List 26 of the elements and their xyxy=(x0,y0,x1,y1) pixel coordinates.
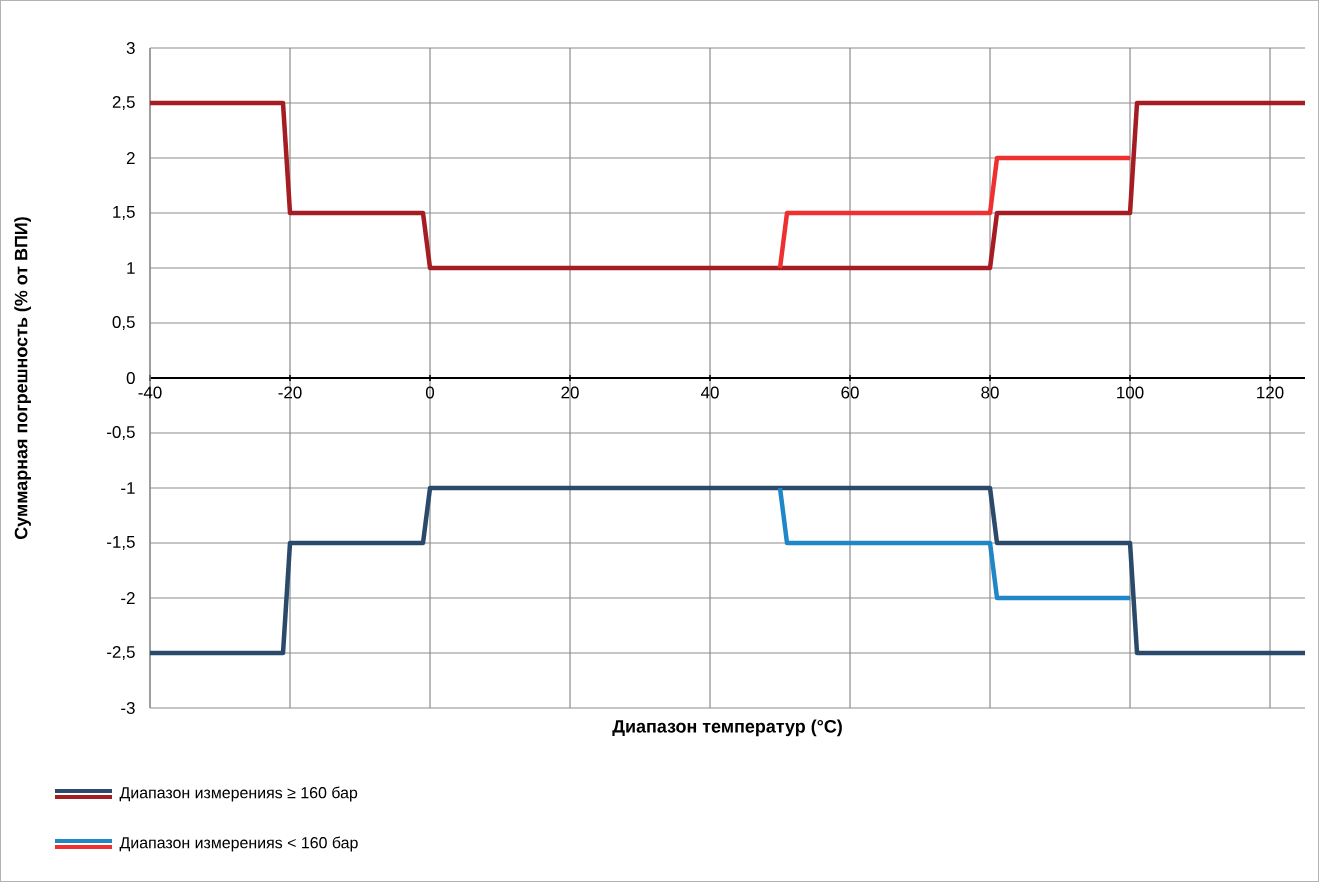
x-tick-label: 100 xyxy=(1117,386,1144,399)
x-tick-label: 80 xyxy=(981,386,999,399)
x-axis-title: Диапазон температур (°C) xyxy=(612,719,842,737)
y-tick-label: -2,5 xyxy=(107,646,135,660)
x-tick-label: 60 xyxy=(841,386,859,399)
legend-label: Диапазон измеренияs < 160 бар xyxy=(119,836,358,852)
x-tick-label: 40 xyxy=(700,386,719,399)
legend-label: Диапазон измеренияs ≥ 160 бар xyxy=(119,786,358,802)
y-tick-label: 3 xyxy=(126,41,135,54)
y-tick-label: -1 xyxy=(121,482,135,494)
x-tick-label: 120 xyxy=(1257,386,1284,399)
x-tick-label: 20 xyxy=(561,386,579,399)
y-tick-label: 1,5 xyxy=(113,206,135,220)
y-tick-label: -0,5 xyxy=(107,425,135,440)
y-axis-title: Суммарная погрешность (% от ВПИ) xyxy=(14,217,31,539)
x-tick-label: 0 xyxy=(425,386,435,399)
x-tick-label: -40 xyxy=(138,386,162,399)
y-tick-label: -2 xyxy=(121,592,135,604)
y-tick-label: 2,5 xyxy=(112,95,135,110)
y-tick-label: 1 xyxy=(127,262,135,274)
y-tick-label: -3 xyxy=(121,702,135,714)
x-tick-label: -20 xyxy=(278,386,302,399)
y-tick-label: 0 xyxy=(126,371,135,384)
y-tick-label: -1,5 xyxy=(107,536,135,550)
y-tick-label: 2 xyxy=(126,152,135,164)
y-tick-label: 0,5 xyxy=(112,315,135,330)
